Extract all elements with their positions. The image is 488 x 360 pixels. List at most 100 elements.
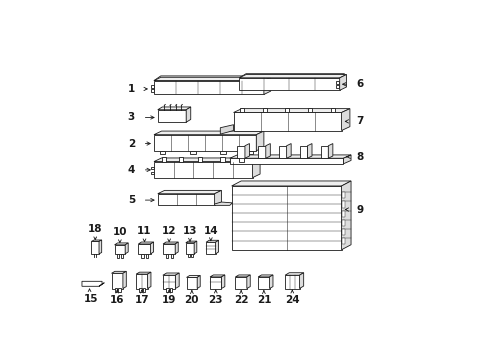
Text: 19: 19 — [162, 295, 176, 305]
Polygon shape — [163, 273, 179, 275]
Bar — [307, 108, 311, 112]
Polygon shape — [114, 245, 125, 254]
Polygon shape — [205, 242, 215, 254]
Polygon shape — [339, 75, 346, 90]
Polygon shape — [82, 281, 102, 286]
Polygon shape — [265, 144, 270, 158]
Polygon shape — [136, 274, 147, 288]
Polygon shape — [194, 241, 196, 254]
Polygon shape — [138, 242, 153, 244]
Polygon shape — [154, 158, 260, 162]
Polygon shape — [285, 273, 303, 275]
Text: 20: 20 — [184, 296, 199, 305]
Text: 4: 4 — [127, 165, 135, 175]
Polygon shape — [186, 107, 190, 122]
Text: 7: 7 — [356, 116, 364, 126]
Polygon shape — [299, 146, 307, 158]
Polygon shape — [158, 107, 190, 110]
Bar — [190, 253, 192, 257]
Text: 14: 14 — [203, 226, 218, 236]
Bar — [262, 108, 266, 112]
Polygon shape — [244, 144, 249, 158]
Bar — [187, 253, 189, 257]
Bar — [239, 157, 244, 162]
Text: 16: 16 — [110, 295, 124, 305]
Text: 18: 18 — [88, 224, 102, 234]
Bar — [335, 85, 338, 88]
Polygon shape — [147, 272, 151, 288]
Text: 21: 21 — [256, 296, 270, 305]
Bar — [118, 288, 121, 292]
Bar — [121, 253, 123, 258]
Bar — [142, 288, 145, 292]
Polygon shape — [158, 190, 221, 194]
Polygon shape — [269, 275, 272, 288]
Bar — [197, 157, 202, 162]
Polygon shape — [91, 240, 102, 242]
Polygon shape — [186, 278, 197, 288]
Polygon shape — [197, 275, 200, 288]
Bar — [170, 253, 172, 258]
Polygon shape — [114, 243, 128, 245]
Polygon shape — [215, 240, 218, 254]
Polygon shape — [235, 275, 250, 277]
Polygon shape — [229, 158, 343, 164]
Polygon shape — [154, 162, 252, 177]
Text: 12: 12 — [162, 226, 176, 237]
Polygon shape — [307, 144, 311, 158]
Bar — [341, 211, 344, 217]
Bar — [178, 157, 183, 162]
Polygon shape — [327, 144, 332, 158]
Polygon shape — [91, 242, 99, 254]
Text: 9: 9 — [356, 204, 363, 215]
Polygon shape — [256, 131, 264, 151]
Polygon shape — [125, 243, 128, 254]
Polygon shape — [258, 275, 272, 277]
Text: 3: 3 — [127, 112, 135, 122]
Bar — [330, 108, 334, 112]
Polygon shape — [231, 181, 350, 186]
Polygon shape — [214, 190, 221, 205]
Bar — [335, 81, 338, 84]
Bar — [141, 253, 143, 258]
Text: 10: 10 — [112, 228, 127, 237]
Text: 1: 1 — [127, 84, 135, 94]
Polygon shape — [175, 273, 179, 288]
Polygon shape — [158, 110, 186, 122]
Polygon shape — [205, 240, 218, 242]
Text: 15: 15 — [84, 294, 99, 304]
Bar — [139, 288, 142, 292]
Polygon shape — [210, 275, 224, 277]
Polygon shape — [99, 283, 104, 286]
Bar — [341, 192, 344, 198]
Text: 13: 13 — [183, 226, 197, 237]
Polygon shape — [122, 271, 126, 288]
Text: 2: 2 — [127, 139, 135, 149]
Polygon shape — [185, 241, 196, 243]
Polygon shape — [229, 155, 350, 158]
Polygon shape — [258, 277, 269, 288]
Bar — [145, 253, 148, 258]
Bar — [341, 201, 344, 207]
Text: 22: 22 — [233, 296, 248, 305]
Polygon shape — [239, 75, 346, 78]
Text: 5: 5 — [127, 195, 135, 205]
Polygon shape — [154, 131, 264, 135]
Polygon shape — [285, 275, 299, 288]
Polygon shape — [154, 81, 264, 94]
Polygon shape — [235, 277, 246, 288]
Bar — [189, 151, 195, 154]
Bar — [341, 238, 344, 244]
Bar — [220, 157, 224, 162]
Polygon shape — [210, 277, 221, 288]
Bar — [151, 172, 154, 174]
Bar — [159, 151, 165, 154]
Bar — [151, 167, 154, 169]
Polygon shape — [163, 275, 175, 288]
Text: 11: 11 — [137, 226, 151, 237]
Polygon shape — [239, 78, 339, 90]
Polygon shape — [279, 146, 286, 158]
Bar — [169, 288, 172, 292]
Polygon shape — [214, 202, 232, 205]
Bar — [151, 90, 154, 92]
